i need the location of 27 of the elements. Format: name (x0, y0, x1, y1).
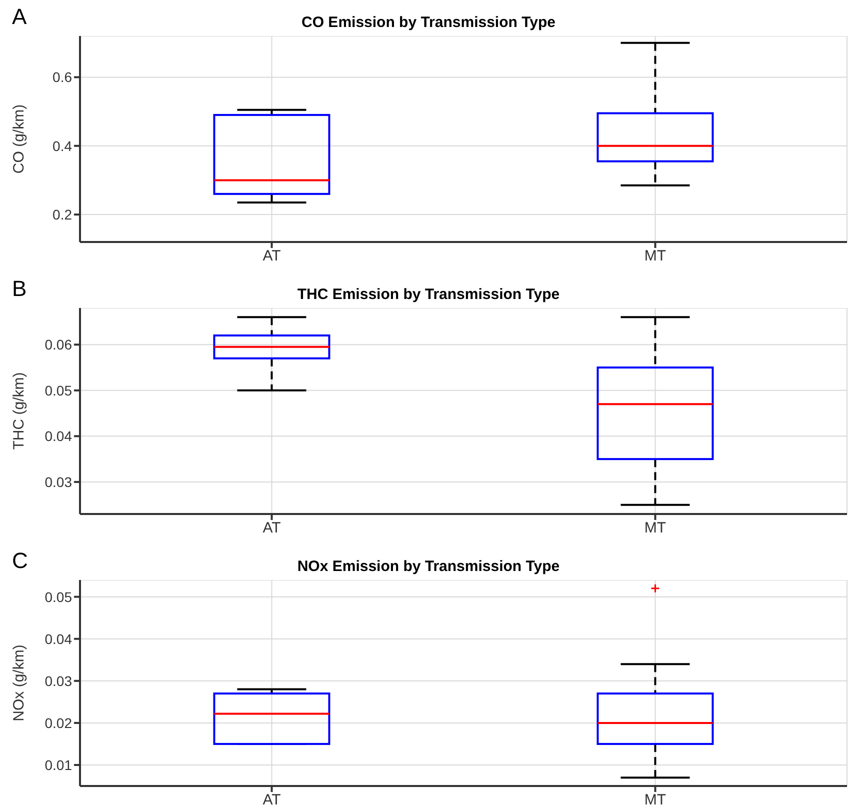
y-tick-label: 0.02 (44, 714, 72, 731)
y-tick-label: 0.04 (44, 428, 72, 444)
x-tick-label: MT (644, 248, 666, 265)
chart-title: THC Emission by Transmission Type (297, 286, 560, 303)
y-tick-label: 0.06 (44, 336, 72, 353)
y-tick-label: 0.05 (44, 588, 72, 605)
chart-title: NOx Emission by Transmission Type (297, 558, 560, 575)
y-tick-label: 0.04 (44, 630, 72, 647)
x-tick-label: AT (262, 520, 281, 537)
y-axis-title: NOx (g/km) (10, 644, 28, 722)
y-axis-title: THC (g/km) (10, 372, 28, 450)
y-axis-title: CO (g/km) (10, 104, 28, 174)
y-tick-label: 0.6 (52, 69, 72, 86)
y-tick-label: 0.01 (44, 756, 72, 773)
y-tick-label: 0.2 (52, 206, 72, 223)
chart-title: CO Emission by Transmission Type (302, 14, 556, 31)
text: B (12, 276, 27, 302)
x-tick-label: MT (644, 520, 666, 537)
y-tick-label: 0.03 (44, 672, 72, 689)
y-tick-label: 0.03 (44, 474, 72, 490)
y-tick-label: 0.05 (44, 382, 72, 398)
text: A (12, 4, 27, 30)
y-tick-label: 0.4 (52, 138, 72, 154)
x-tick-label: AT (262, 792, 281, 809)
x-tick-label: AT (262, 248, 281, 265)
text: C (12, 548, 28, 574)
x-tick-label: MT (644, 792, 666, 809)
